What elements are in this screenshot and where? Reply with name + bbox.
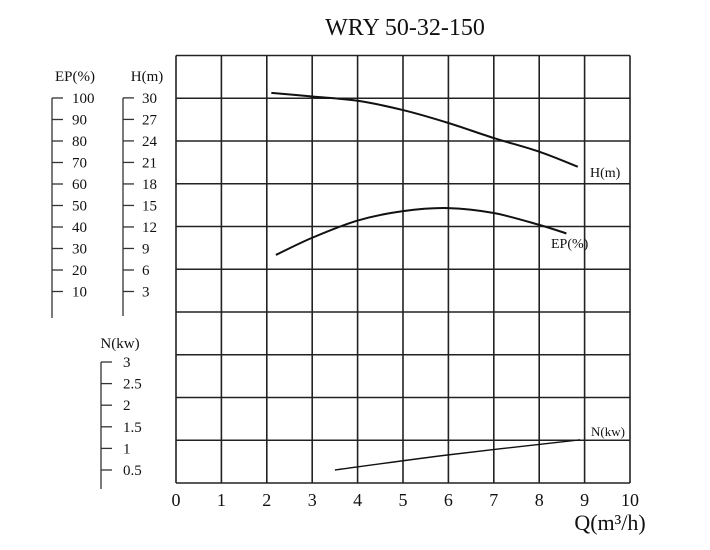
- x-tick-label: 7: [489, 490, 498, 510]
- ep-tick-label: 40: [72, 220, 87, 236]
- x-tick-label: 2: [262, 490, 271, 510]
- h-tick-label: 21: [142, 155, 157, 171]
- n-tick-label: 2.5: [123, 377, 142, 393]
- h-tick-label: 6: [142, 263, 150, 279]
- ep-tick-label: 30: [72, 242, 87, 258]
- ep-tick-label: 70: [72, 156, 87, 172]
- x-tick-label: 0: [172, 490, 181, 510]
- ep-tick-label: 100: [72, 91, 95, 107]
- n-curve: [334, 439, 581, 471]
- h-axis-label: H(m): [131, 69, 164, 85]
- x-tick-label: 9: [580, 490, 589, 510]
- x-tick-label: 1: [217, 490, 226, 510]
- h-tick-label: 3: [142, 284, 150, 300]
- ep-tick-label: 80: [72, 134, 87, 150]
- axes: 0 1 2 3 4 5 6 7 8 9 101009080706050403020103027242…: [51, 91, 639, 510]
- n-tick-label: 3: [123, 355, 131, 371]
- x-tick-label: 5: [399, 490, 408, 510]
- n-tick-label: 1: [123, 441, 131, 457]
- h-tick-label: 12: [142, 220, 157, 236]
- h-tick-label: 9: [142, 241, 150, 257]
- n-tick-label: 0.5: [123, 463, 142, 479]
- x-tick-label: 6: [444, 490, 453, 510]
- x-tick-label: 10: [621, 490, 639, 510]
- x-tick-label: 4: [353, 490, 362, 510]
- curves: [271, 91, 581, 471]
- ep-axis-label: EP(%): [55, 69, 95, 85]
- h-curve-label: H(m): [590, 166, 621, 181]
- ep-tick-label: 10: [72, 285, 87, 301]
- h-tick-label: 18: [142, 177, 157, 193]
- h-tick-label: 24: [142, 134, 158, 150]
- x-axis-label: Q(m³/h): [574, 510, 645, 535]
- h-curve: [271, 91, 579, 168]
- n-tick-label: 1.5: [123, 420, 142, 436]
- h-tick-label: 27: [142, 112, 158, 128]
- chart-title: WRY 50-32-150: [325, 15, 485, 41]
- x-tick-label: 3: [308, 490, 317, 510]
- h-tick-label: 30: [142, 91, 157, 107]
- ep-tick-label: 60: [72, 177, 87, 193]
- n-axis-label: N(kw): [100, 336, 139, 352]
- ep-curve: [275, 207, 567, 256]
- n-tick-label: 2: [123, 398, 131, 414]
- x-tick-label: 8: [535, 490, 544, 510]
- n-curve-label: N(kw): [591, 424, 625, 439]
- ep-tick-label: 90: [72, 113, 87, 129]
- ep-tick-label: 20: [72, 263, 87, 279]
- grid: [175, 54, 631, 484]
- ep-tick-label: 50: [72, 199, 87, 215]
- ep-curve-label: EP(%): [551, 237, 589, 252]
- h-tick-label: 15: [142, 198, 157, 214]
